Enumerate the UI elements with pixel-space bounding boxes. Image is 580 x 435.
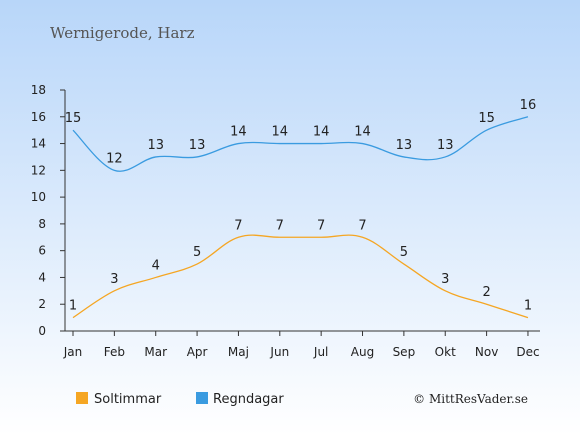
copyright-text: © MittResVader.se — [413, 392, 528, 406]
x-tick-label-mar: Mar — [144, 345, 167, 359]
x-tick-label-jul: Jul — [313, 345, 328, 359]
data-label-regndagar-jul: 14 — [313, 125, 330, 140]
y-tick-label-8: 8 — [38, 217, 46, 231]
legend: Soltimmar Regndagar — [76, 392, 284, 407]
y-tick-label-16: 16 — [31, 110, 46, 124]
legend-swatch-soltimmar — [76, 392, 88, 404]
data-label-soltimmar-feb: 3 — [110, 272, 118, 287]
y-tick-label-12: 12 — [31, 163, 46, 177]
data-label-regndagar-nov: 15 — [478, 111, 495, 126]
legend-item-soltimmar: Soltimmar — [76, 392, 162, 407]
data-label-soltimmar-nov: 2 — [482, 285, 490, 300]
data-label-soltimmar-jun: 7 — [276, 218, 284, 233]
y-tick-label-4: 4 — [38, 270, 46, 284]
data-label-soltimmar-mar: 4 — [152, 258, 160, 273]
x-tick-label-nov: Nov — [475, 345, 498, 359]
x-tick-label-apr: Apr — [187, 345, 208, 359]
data-label-soltimmar-jan: 1 — [69, 299, 77, 314]
data-label-soltimmar-maj: 7 — [234, 218, 242, 233]
series-line-soltimmar — [72, 234, 529, 319]
y-tick-label-14: 14 — [31, 137, 46, 151]
x-tick-label-sep: Sep — [393, 345, 416, 359]
x-ticks: Jan Feb Mar Apr Maj Jun Jul Aug Sep Okt Nov Dec — [63, 331, 540, 359]
data-label-regndagar-jan: 15 — [65, 111, 82, 126]
y-tick-label-18: 18 — [31, 83, 46, 97]
legend-item-regndagar: Regndagar — [196, 392, 284, 407]
x-tick-label-jun: Jun — [269, 345, 289, 359]
legend-swatch-regndagar — [196, 392, 208, 404]
y-tick-label-6: 6 — [38, 244, 46, 258]
series-group — [72, 116, 529, 319]
data-label-soltimmar-apr: 5 — [193, 245, 201, 260]
x-tick-label-jan: Jan — [63, 345, 83, 359]
y-ticks: 0 2 4 6 8 10 12 14 16 18 — [31, 83, 65, 338]
axes — [64, 90, 540, 332]
data-label-regndagar-maj: 14 — [230, 125, 247, 140]
chart-title: Wernigerode, Harz — [50, 24, 195, 42]
data-label-soltimmar-sep: 5 — [400, 245, 408, 260]
data-label-regndagar-aug: 14 — [354, 125, 371, 140]
legend-label-soltimmar: Soltimmar — [94, 392, 162, 407]
data-label-soltimmar-jul: 7 — [317, 218, 325, 233]
y-tick-label-10: 10 — [31, 190, 46, 204]
x-tick-label-maj: Maj — [228, 345, 249, 359]
x-tick-label-dec: Dec — [516, 345, 539, 359]
data-label-soltimmar-okt: 3 — [441, 272, 449, 287]
y-tick-label-2: 2 — [38, 297, 46, 311]
data-label-regndagar-dec: 16 — [520, 98, 537, 113]
data-label-regndagar-apr: 13 — [189, 138, 206, 153]
series-line-regndagar — [72, 116, 529, 172]
data-label-regndagar-feb: 12 — [106, 151, 123, 166]
legend-label-regndagar: Regndagar — [213, 392, 284, 407]
data-label-regndagar-mar: 13 — [147, 138, 164, 153]
data-label-regndagar-okt: 13 — [437, 138, 454, 153]
x-tick-label-aug: Aug — [351, 345, 374, 359]
x-tick-label-okt: Okt — [435, 345, 456, 359]
data-label-soltimmar-dec: 1 — [524, 299, 532, 314]
y-tick-label-0: 0 — [38, 324, 46, 338]
data-label-regndagar-sep: 13 — [396, 138, 413, 153]
data-label-regndagar-jun: 14 — [272, 125, 289, 140]
data-label-soltimmar-aug: 7 — [358, 218, 366, 233]
x-tick-label-feb: Feb — [104, 345, 125, 359]
